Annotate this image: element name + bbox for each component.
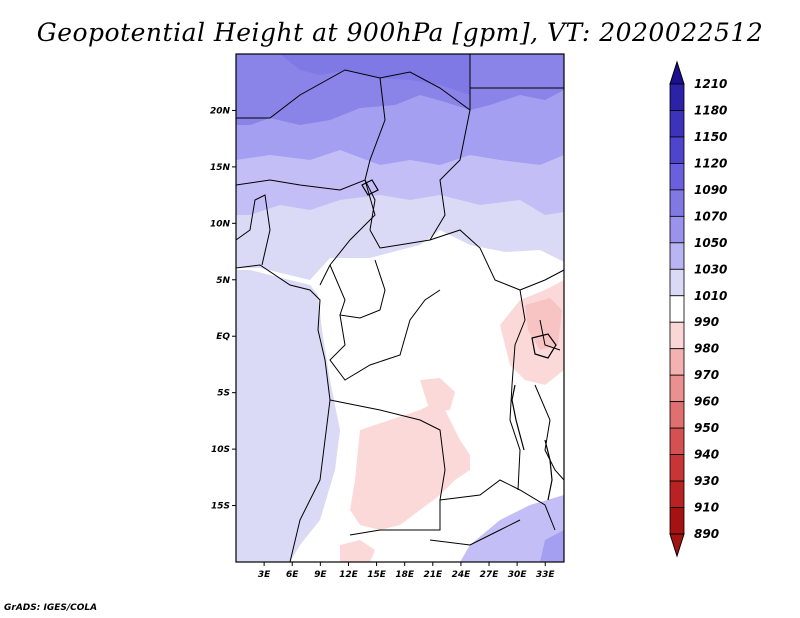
lon-tick-label: 12E [339, 570, 359, 580]
boundary-south [429, 519, 521, 546]
lon-tick-label: 15E [367, 570, 387, 580]
colorbar-level-label: 1010 [694, 289, 727, 303]
lon-tick-label: 3E [258, 570, 271, 580]
boundary-congo [329, 289, 441, 381]
lon-tick-label: 9E [314, 570, 327, 580]
colorbar-level-label: 890 [694, 527, 719, 541]
field-band-ocean [236, 54, 340, 562]
lat-tick-label: 15S [211, 502, 230, 512]
colorbar-swatch [669, 189, 685, 217]
colorbar-level-label: 1210 [694, 77, 727, 91]
lon-tick-label: 33E [536, 570, 556, 580]
chart-title: Geopotential Height at 900hPa [gpm], VT:… [36, 18, 764, 47]
colorbar-level-label: 1030 [694, 262, 727, 276]
colorbar-swatch [669, 268, 685, 297]
colorbar: 1210 1180 1150 1120 1090 1070 1050 1030 1010 990 9… [669, 60, 727, 558]
lon-tick-label: 24E [452, 570, 472, 580]
colorbar-swatch [669, 110, 685, 138]
boundary-tanzania [534, 384, 564, 481]
colorbar-swatch [669, 348, 685, 376]
colorbar-swatch [669, 321, 685, 350]
colorbar-level-label: 940 [694, 448, 719, 462]
colorbar-swatch [669, 83, 685, 111]
boundary-west-africa [236, 194, 271, 266]
country-boundaries [236, 54, 564, 562]
colorbar-level-label: 930 [694, 474, 719, 488]
field-pink-southwest [340, 540, 375, 562]
colorbar-swatch [669, 401, 685, 429]
field-band-southeast-2 [540, 530, 564, 562]
coastline-west [236, 264, 331, 562]
boundary-east-africa [519, 269, 564, 291]
colorbar-swatch [669, 136, 685, 164]
longitude-axis: 3E 6E 9E 12E 15E 18E 21E 24E 27E 30E 33E [258, 562, 556, 580]
colorbar-level-label: 910 [694, 501, 719, 515]
lat-tick-label: EQ [216, 332, 230, 342]
lake-victoria [531, 333, 557, 359]
colorbar-swatch [669, 215, 685, 244]
boundary-uganda-kenya [539, 319, 561, 351]
boundary-chad-sudan [429, 109, 471, 241]
colorbar-top-arrow [669, 60, 685, 85]
colorbar-swatch [669, 427, 685, 455]
colorbar-swatch [669, 454, 685, 482]
boundary-angola [329, 399, 446, 536]
lon-tick-label: 18E [395, 570, 415, 580]
geopotential-field [236, 54, 564, 562]
colorbar-level-label: 980 [694, 342, 719, 356]
map-frame [235, 53, 565, 563]
colorbar-level-label: 990 [694, 315, 719, 329]
lat-tick-label: 5S [217, 389, 230, 399]
colorbar-swatch [669, 507, 685, 535]
lon-tick-label: 27E [480, 570, 500, 580]
lake-malawi [544, 439, 553, 501]
lakes [361, 179, 557, 501]
colorbar-swatch [669, 374, 685, 403]
boundary-nigeria [236, 179, 376, 286]
colorbar-bottom-arrow [669, 533, 685, 558]
field-band-southeast [460, 495, 564, 562]
colorbar-swatch [669, 163, 685, 191]
boundary-zambia [439, 479, 556, 531]
lat-tick-label: 5N [216, 276, 230, 286]
colorbar-swatch [669, 480, 685, 508]
colorbar-level-label: 1120 [694, 156, 727, 170]
lat-tick-label: 20N [210, 106, 231, 116]
field-pink-south-2 [420, 378, 455, 412]
boundary-drc-east [509, 289, 526, 491]
lon-tick-label: 30E [508, 570, 528, 580]
colorbar-level-label: 1090 [694, 183, 727, 197]
colorbar-swatch [669, 242, 685, 270]
lake-tanganyika [511, 384, 525, 451]
colorbar-level-label: 1050 [694, 236, 727, 250]
colorbar-level-label: 1180 [694, 103, 727, 117]
grads-credit: GrADS: IGES/COLA [4, 603, 98, 613]
lon-tick-label: 6E [286, 570, 299, 580]
lat-tick-label: 10N [210, 219, 231, 229]
colorbar-level-label: 1150 [694, 130, 727, 144]
colorbar-swatch [669, 295, 685, 323]
colorbar-level-label: 960 [694, 395, 719, 409]
lon-tick-label: 21E [423, 570, 443, 580]
boundary-chad-niger [364, 77, 386, 231]
colorbar-level-label: 970 [694, 368, 719, 382]
latitude-axis: 20N 15N 10N 5N EQ 5S 10S 15S [210, 106, 236, 512]
lake-chad [361, 179, 379, 196]
colorbar-level-label: 1070 [694, 209, 727, 223]
colorbar-level-label: 950 [694, 421, 719, 435]
lat-tick-label: 15N [210, 163, 231, 173]
boundary-cameroon [329, 259, 386, 319]
field-band-1090 [280, 54, 470, 95]
boundary-car [369, 229, 521, 291]
lat-tick-label: 10S [211, 445, 230, 455]
